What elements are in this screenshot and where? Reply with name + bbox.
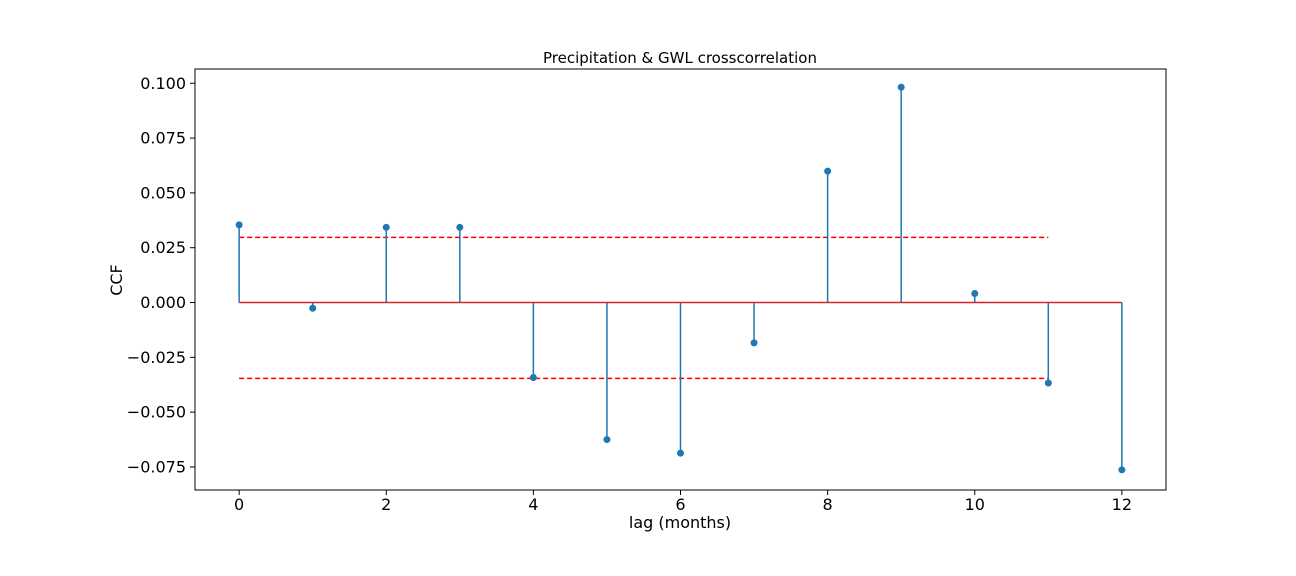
y-tick-label: 0.100 [140, 74, 186, 93]
x-tick-label: 4 [528, 495, 538, 514]
stem-marker [677, 449, 684, 457]
y-tick-label: −0.075 [127, 457, 186, 476]
stem-marker [529, 374, 537, 382]
y-tick-label: −0.025 [127, 348, 186, 367]
y-tick-label: 0.000 [140, 293, 186, 312]
x-tick-label: 0 [234, 495, 244, 514]
y-tick-label: 0.025 [140, 238, 186, 257]
stem-marker [824, 167, 832, 175]
stem-marker [750, 339, 758, 347]
x-tick-label: 8 [823, 495, 833, 514]
stem-marker [235, 221, 243, 229]
y-axis-label: CCF [107, 264, 126, 296]
y-tick-label: 0.050 [140, 183, 186, 202]
stem-marker [382, 223, 390, 231]
x-tick-label: 12 [1112, 495, 1132, 514]
stem-marker [603, 436, 611, 444]
y-tick-label: 0.075 [140, 129, 186, 148]
stem-marker [897, 83, 905, 91]
x-tick-label: 6 [675, 495, 685, 514]
x-axis-label: lag (months) [629, 513, 731, 532]
stem-marker [309, 304, 317, 312]
plot-area: 0 2 4 6 8 10 12 −0.075 −0.050 −0.025 0.000 0.025 0.0… [127, 68, 1167, 514]
stem-marker [456, 223, 464, 231]
stem-marker [1044, 379, 1052, 387]
chart-title: Precipitation & GWL crosscorrelation [543, 49, 817, 67]
y-tick-label: −0.050 [127, 403, 186, 422]
stem-marker [1118, 466, 1126, 474]
x-tick-label: 10 [965, 495, 985, 514]
stem-marker [971, 290, 979, 298]
x-tick-label: 2 [381, 495, 391, 514]
